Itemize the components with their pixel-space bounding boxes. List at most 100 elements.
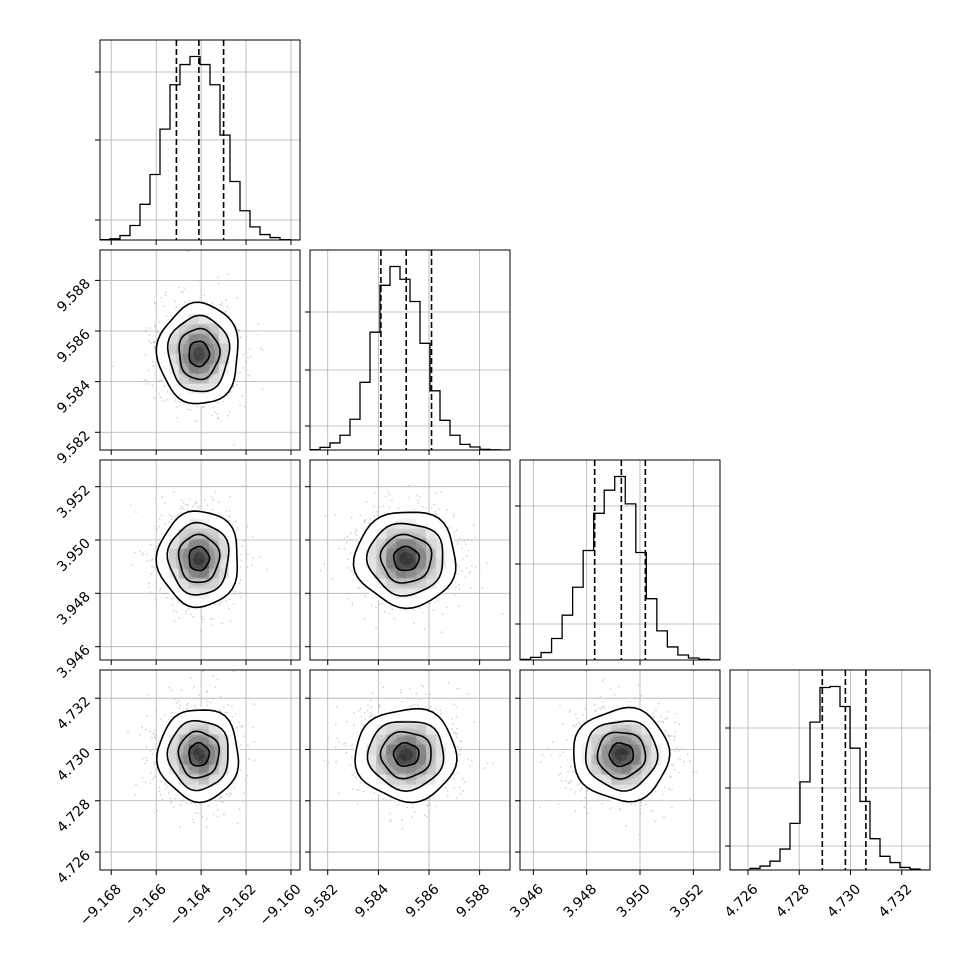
scatter-panel-3-2 (515, 669, 721, 875)
sample-point (232, 603, 235, 606)
sample-point (239, 744, 242, 746)
sample-point (455, 573, 458, 575)
sample-point (148, 334, 151, 336)
sample-point (144, 762, 147, 765)
sample-point (165, 241, 167, 243)
density-block (188, 363, 199, 374)
sample-point (153, 396, 156, 399)
sample-point (456, 687, 458, 690)
sample-point (349, 539, 352, 541)
sample-point (193, 503, 196, 506)
sample-point (327, 761, 330, 764)
density-block (366, 744, 377, 755)
density-block (188, 353, 199, 364)
density-block (208, 558, 219, 569)
sample-point (351, 602, 354, 604)
sample-point (373, 515, 376, 517)
density-block (188, 754, 199, 765)
sample-point (479, 572, 481, 575)
sample-point (148, 340, 151, 342)
sample-point (233, 670, 235, 673)
sample-point (409, 687, 411, 690)
density-block (198, 548, 209, 559)
density-block (396, 568, 407, 579)
panel-frame (309, 459, 511, 661)
sample-point (382, 798, 385, 800)
sample-point (182, 799, 185, 802)
sample-point (220, 796, 223, 798)
density-block (198, 383, 209, 394)
density-block (188, 323, 199, 334)
sample-point (245, 351, 248, 354)
sample-point (357, 587, 359, 589)
density-block (396, 744, 407, 755)
density-block (208, 528, 219, 539)
sample-point (454, 580, 457, 583)
sample-point (349, 764, 352, 766)
sample-point (350, 756, 353, 759)
sample-point (243, 540, 246, 542)
sample-point (357, 789, 360, 791)
sample-point (423, 628, 426, 630)
sample-point (205, 818, 208, 820)
sample-point (364, 718, 366, 721)
sample-point (364, 519, 366, 522)
sample-point (458, 584, 460, 586)
density-block (376, 724, 387, 735)
sample-point (155, 709, 158, 712)
sample-point (172, 609, 175, 612)
sample-point (134, 793, 137, 796)
density-block (168, 558, 179, 569)
sample-point (457, 604, 460, 607)
sample-point (384, 610, 386, 613)
sample-point (163, 523, 166, 526)
contour-line-2 (365, 522, 444, 597)
sample-point (467, 693, 470, 696)
sample-point (170, 712, 172, 715)
sample-point (261, 349, 264, 351)
sample-point (349, 552, 352, 555)
sample-point (167, 686, 170, 689)
sample-point (429, 705, 432, 708)
density-block (198, 744, 209, 755)
sample-point (346, 535, 349, 538)
sample-point (174, 698, 176, 701)
sample-point (194, 704, 196, 707)
sample-point (187, 504, 190, 506)
sample-point (226, 394, 229, 397)
density-block (416, 754, 427, 765)
sample-point (158, 321, 161, 324)
sample-point (144, 354, 147, 356)
density-block (178, 373, 189, 384)
sample-point (460, 570, 463, 572)
sample-point (144, 329, 147, 332)
panel-content (310, 670, 510, 870)
sample-point (164, 291, 167, 293)
sample-point (359, 782, 362, 784)
sample-point (135, 783, 137, 786)
sample-point (135, 511, 137, 514)
sample-point (355, 528, 357, 531)
density-block (376, 734, 387, 745)
sample-point (212, 508, 214, 511)
density-block (396, 774, 407, 785)
sample-point (239, 725, 242, 728)
sample-point (411, 806, 414, 808)
scatter-panel-3-1 (305, 669, 511, 875)
sample-point (201, 616, 204, 618)
sample-point (154, 598, 157, 601)
sample-point (156, 330, 159, 333)
sample-point (231, 523, 234, 526)
sample-point (176, 514, 179, 517)
sample-point (171, 711, 174, 714)
sample-point (170, 518, 173, 521)
hist-panel-0 (95, 39, 301, 245)
sample-point (236, 384, 239, 386)
sample-point (239, 596, 242, 599)
sample-point (217, 500, 220, 503)
panel-content (100, 670, 300, 870)
sample-point (252, 557, 255, 560)
sample-point (207, 700, 209, 703)
density-block (188, 528, 199, 539)
hist-frame-3 (729, 669, 931, 871)
